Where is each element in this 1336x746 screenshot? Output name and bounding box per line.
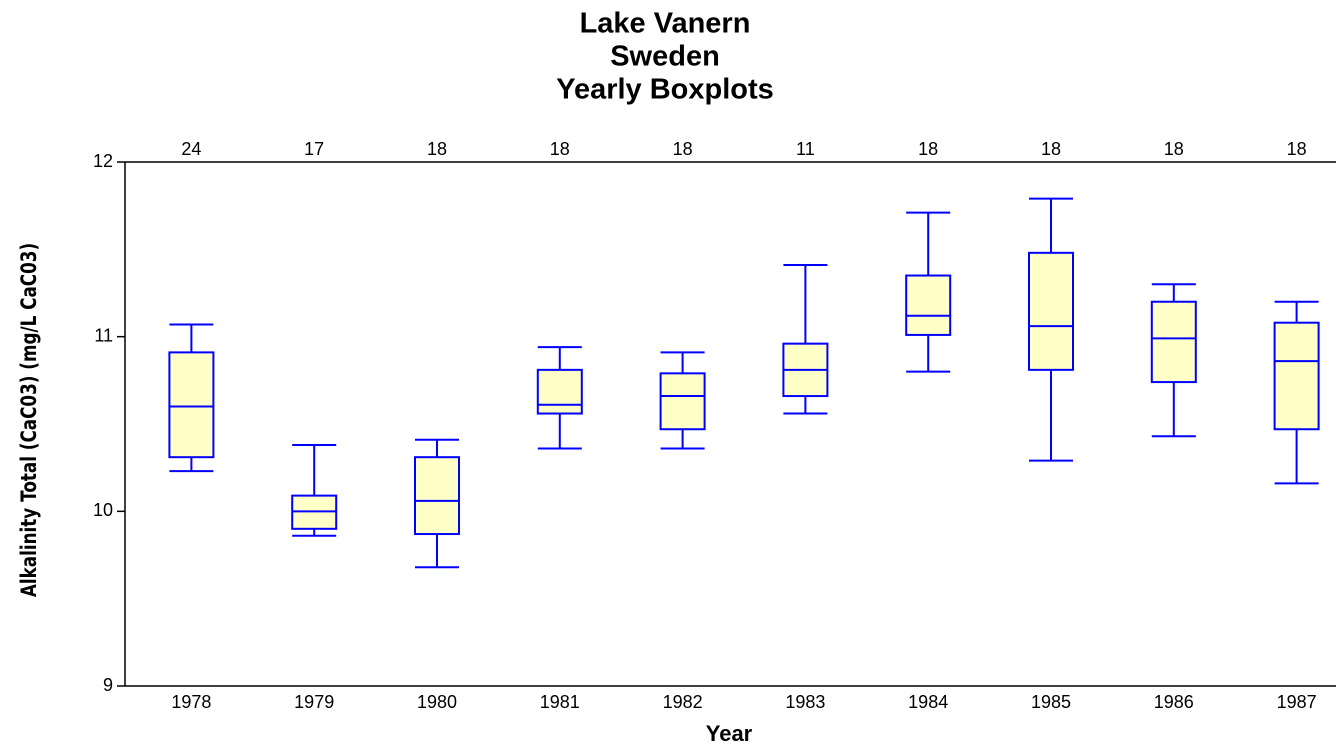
x-tick-label: 1987 — [1277, 692, 1317, 712]
box — [659, 372, 706, 431]
x-tick-label: 1979 — [294, 692, 334, 712]
count-label: 18 — [1287, 139, 1307, 159]
x-tick-label: 1981 — [540, 692, 580, 712]
count-label: 18 — [918, 139, 938, 159]
x-tick-label: 1985 — [1031, 692, 1071, 712]
y-tick-label: 10 — [93, 500, 113, 520]
count-label: 17 — [304, 139, 324, 159]
x-tick-label: 1980 — [417, 692, 457, 712]
count-label: 18 — [427, 139, 447, 159]
box — [168, 351, 215, 459]
y-tick-label: 11 — [94, 325, 113, 345]
count-label: 18 — [1041, 139, 1061, 159]
chart-title: Yearly Boxplots — [556, 74, 774, 106]
x-tick-label: 1978 — [171, 692, 211, 712]
box — [1150, 300, 1197, 384]
count-label: 18 — [673, 139, 693, 159]
chart-title: Sweden — [610, 41, 720, 73]
count-label: 24 — [181, 139, 201, 159]
box — [1273, 321, 1320, 431]
x-tick-label: 1984 — [908, 692, 948, 712]
y-axis-title: Alkalinity Total (CaC03) (mg/L CaC03) — [17, 243, 41, 597]
x-tick-label: 1983 — [785, 692, 825, 712]
box — [1028, 251, 1074, 371]
y-tick-label: 12 — [93, 151, 113, 171]
x-tick-label: 1982 — [663, 692, 703, 712]
box — [414, 456, 460, 536]
x-tick-label: 1986 — [1154, 692, 1194, 712]
x-axis-title: Year — [706, 721, 753, 746]
count-label: 18 — [1164, 139, 1184, 159]
count-label: 18 — [550, 139, 570, 159]
count-label: 11 — [796, 139, 815, 159]
box — [536, 368, 583, 415]
box — [905, 274, 952, 336]
y-tick-label: 9 — [103, 675, 113, 695]
chart-title: Lake Vanern — [580, 8, 751, 40]
